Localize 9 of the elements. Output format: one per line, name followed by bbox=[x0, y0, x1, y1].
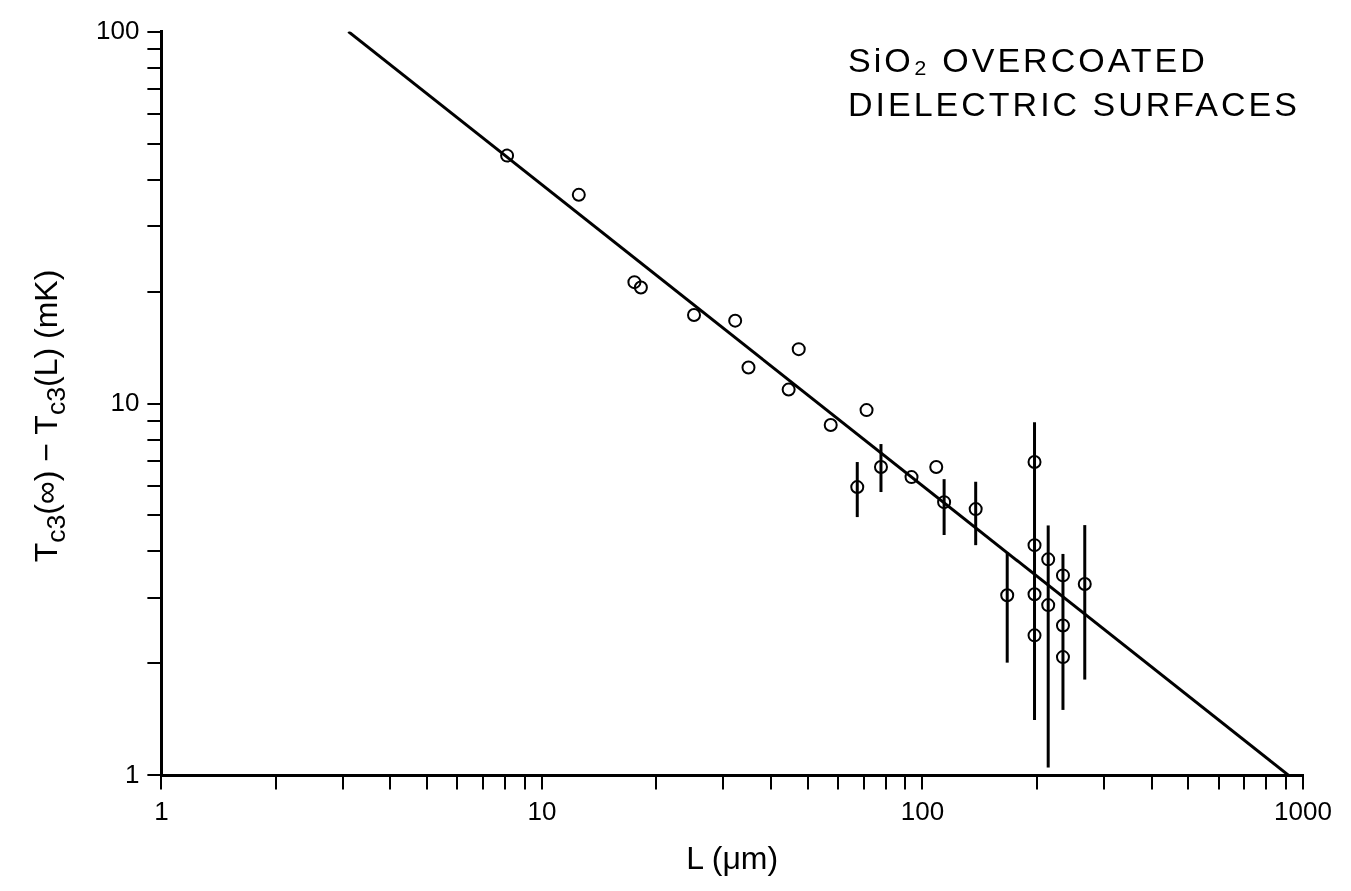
y-tick-label: 100 bbox=[95, 14, 140, 45]
x-tick-label: 1000 bbox=[1274, 796, 1332, 827]
x-tick-label: 10 bbox=[527, 796, 557, 827]
y-tick-label: 10 bbox=[110, 386, 140, 417]
x-tick-label: 100 bbox=[900, 796, 945, 827]
annotation: SiO₂ OVERCOATED DIELECTRIC SURFACES bbox=[848, 40, 1301, 126]
x-tick-label: 1 bbox=[154, 796, 169, 827]
y-tick-label: 1 bbox=[124, 758, 140, 789]
x-axis-title: L (μm) bbox=[686, 839, 779, 876]
